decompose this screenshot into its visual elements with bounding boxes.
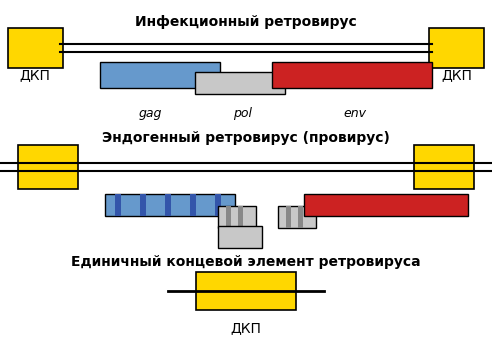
Bar (272, 62, 432, 88)
Bar (414, 145, 474, 189)
Bar (215, 194, 221, 216)
Text: Эндогенный ретровирус (провирус): Эндогенный ретровирус (провирус) (102, 131, 390, 145)
Bar (196, 272, 296, 310)
Bar (218, 226, 262, 248)
Text: ДКП: ДКП (441, 68, 472, 82)
Bar (218, 206, 256, 228)
Bar (195, 72, 285, 94)
Text: Единичный концевой элемент ретровируса: Единичный концевой элемент ретровируса (71, 255, 421, 269)
Bar (298, 206, 303, 228)
Bar (286, 206, 291, 228)
Bar (105, 194, 235, 216)
Bar (429, 28, 484, 68)
Bar (140, 194, 146, 216)
Bar (226, 206, 231, 228)
Bar (165, 194, 171, 216)
Bar (100, 62, 220, 88)
Bar (238, 206, 243, 228)
Text: gag: gag (138, 107, 162, 120)
Text: pol: pol (234, 107, 252, 120)
Text: ДКП: ДКП (231, 321, 261, 335)
Text: env: env (343, 107, 367, 120)
Bar (18, 145, 78, 189)
Bar (190, 194, 196, 216)
Text: Инфекционный ретровирус: Инфекционный ретровирус (135, 15, 357, 29)
Bar (278, 206, 316, 228)
Bar (304, 194, 468, 216)
Text: ДКП: ДКП (20, 68, 51, 82)
Bar (115, 194, 121, 216)
Bar (8, 28, 63, 68)
